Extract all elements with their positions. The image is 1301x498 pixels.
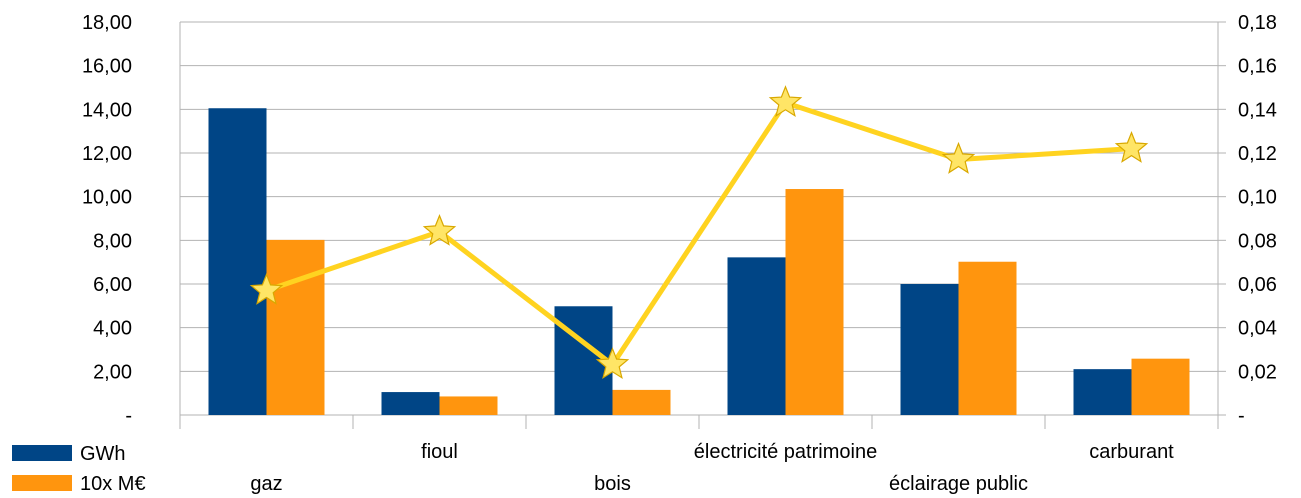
category-labels: gaz fioul bois électricité patrimoine éclair… bbox=[250, 441, 1174, 495]
left-tick-label: 14,00 bbox=[82, 99, 132, 121]
right-tick-label: 0,16 bbox=[1238, 56, 1277, 78]
bar-gwh bbox=[208, 108, 267, 415]
right-tick-label: 0,08 bbox=[1238, 230, 1277, 252]
legend-label: 10x M€ bbox=[80, 473, 146, 495]
left-tick-label: 12,00 bbox=[82, 143, 132, 165]
axes bbox=[179, 21, 1226, 429]
category-label: fioul bbox=[421, 441, 458, 463]
left-tick-label: 6,00 bbox=[93, 274, 132, 296]
category-label: éclairage public bbox=[889, 473, 1028, 495]
right-tick-label: 0,12 bbox=[1238, 143, 1277, 165]
line-path bbox=[265, 100, 1132, 368]
left-tick-label: 10,00 bbox=[82, 187, 132, 209]
line-series bbox=[249, 85, 1149, 380]
left-tick-label: 18,00 bbox=[82, 12, 132, 34]
line-point-star bbox=[1114, 130, 1149, 163]
right-tick-label: 0,14 bbox=[1238, 99, 1277, 121]
right-tick-label: - bbox=[1238, 405, 1245, 427]
left-axis-ticks: - 2,00 4,00 6,00 8,00 10,00 12,00 14,00 16,00 18,… bbox=[82, 12, 132, 427]
bar-10x-m- bbox=[1131, 358, 1190, 415]
bar-10x-m- bbox=[266, 239, 325, 415]
bar-10x-m- bbox=[439, 396, 498, 415]
line-point-star bbox=[422, 213, 457, 246]
left-tick-label: 8,00 bbox=[93, 230, 132, 252]
right-tick-label: 0,06 bbox=[1238, 274, 1277, 296]
bar-10x-m- bbox=[958, 261, 1017, 415]
bar-gwh bbox=[727, 257, 786, 415]
legend-swatch bbox=[12, 475, 72, 491]
line-point-star bbox=[768, 85, 803, 118]
category-label: électricité patrimoine bbox=[694, 441, 877, 463]
category-label: bois bbox=[594, 473, 631, 495]
bar-gwh bbox=[1073, 369, 1132, 415]
category-label: carburant bbox=[1089, 441, 1174, 463]
line-point-star bbox=[941, 141, 976, 174]
left-tick-label: 16,00 bbox=[82, 56, 132, 78]
bar-gwh bbox=[381, 392, 440, 415]
legend: GWh 10x M€ bbox=[12, 443, 146, 495]
gridlines bbox=[180, 21, 1218, 416]
left-tick-label: 2,00 bbox=[93, 361, 132, 383]
category-label: gaz bbox=[250, 473, 282, 495]
right-tick-label: 0,10 bbox=[1238, 187, 1277, 209]
line-point-star bbox=[595, 347, 630, 380]
bars bbox=[208, 108, 1190, 415]
right-tick-label: 0,18 bbox=[1238, 12, 1277, 34]
bar-10x-m- bbox=[785, 189, 844, 415]
legend-label: GWh bbox=[80, 443, 126, 465]
right-axis-ticks: - 0,02 0,04 0,06 0,08 0,10 0,12 0,14 0,16 0,18 bbox=[1238, 12, 1277, 427]
legend-swatch bbox=[12, 445, 72, 461]
bar-gwh bbox=[900, 284, 959, 415]
bar-10x-m- bbox=[612, 389, 671, 415]
left-tick-label: - bbox=[125, 405, 132, 427]
left-tick-label: 4,00 bbox=[93, 318, 132, 340]
line-point-star bbox=[249, 272, 284, 305]
right-tick-label: 0,02 bbox=[1238, 361, 1277, 383]
right-tick-label: 0,04 bbox=[1238, 318, 1277, 340]
